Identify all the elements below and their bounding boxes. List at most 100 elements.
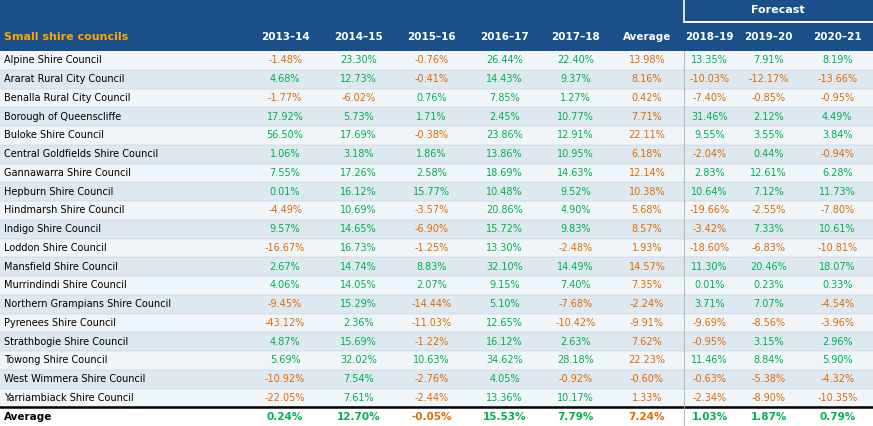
Text: 34.62%: 34.62% bbox=[486, 355, 523, 366]
Text: 2015–16: 2015–16 bbox=[407, 32, 456, 42]
Text: 3.15%: 3.15% bbox=[753, 337, 784, 347]
Text: 8.19%: 8.19% bbox=[822, 55, 852, 66]
Text: -0.95%: -0.95% bbox=[820, 93, 855, 103]
Text: 6.28%: 6.28% bbox=[821, 168, 853, 178]
Text: 2018–19: 2018–19 bbox=[685, 32, 734, 42]
Text: 12.65%: 12.65% bbox=[486, 318, 523, 328]
Text: -2.34%: -2.34% bbox=[692, 393, 727, 403]
Text: -5.38%: -5.38% bbox=[752, 374, 786, 384]
Text: -2.04%: -2.04% bbox=[692, 149, 727, 159]
Text: 2016–17: 2016–17 bbox=[480, 32, 529, 42]
Text: 16.12%: 16.12% bbox=[340, 187, 377, 197]
Text: Hindmarsh Shire Council: Hindmarsh Shire Council bbox=[4, 205, 125, 216]
Text: 2020–21: 2020–21 bbox=[813, 32, 862, 42]
Text: -9.45%: -9.45% bbox=[268, 299, 302, 309]
Text: 1.87%: 1.87% bbox=[751, 412, 787, 422]
Bar bbox=[0, 22, 873, 51]
Text: 12.14%: 12.14% bbox=[629, 168, 665, 178]
Text: 7.07%: 7.07% bbox=[753, 299, 784, 309]
Bar bbox=[0, 126, 873, 145]
Text: 1.06%: 1.06% bbox=[270, 149, 300, 159]
Bar bbox=[0, 164, 873, 182]
Text: -10.42%: -10.42% bbox=[555, 318, 596, 328]
Text: 0.44%: 0.44% bbox=[753, 149, 784, 159]
Text: 5.10%: 5.10% bbox=[489, 299, 520, 309]
Text: Loddon Shire Council: Loddon Shire Council bbox=[4, 243, 107, 253]
Text: Yarriambiack Shire Council: Yarriambiack Shire Council bbox=[4, 393, 134, 403]
Text: 10.77%: 10.77% bbox=[557, 112, 595, 122]
Text: 10.38%: 10.38% bbox=[629, 187, 665, 197]
Text: 2013–14: 2013–14 bbox=[261, 32, 309, 42]
Text: 2.12%: 2.12% bbox=[753, 112, 784, 122]
Text: West Wimmera Shire Council: West Wimmera Shire Council bbox=[4, 374, 146, 384]
Text: -4.32%: -4.32% bbox=[820, 374, 855, 384]
Text: 4.06%: 4.06% bbox=[270, 280, 300, 291]
Text: Strathbogie Shire Council: Strathbogie Shire Council bbox=[4, 337, 128, 347]
Text: -6.83%: -6.83% bbox=[752, 243, 786, 253]
Text: Borough of Queenscliffe: Borough of Queenscliffe bbox=[4, 112, 121, 122]
Text: 10.48%: 10.48% bbox=[486, 187, 523, 197]
Text: -0.85%: -0.85% bbox=[752, 93, 786, 103]
Text: 2.58%: 2.58% bbox=[416, 168, 447, 178]
Text: 7.61%: 7.61% bbox=[343, 393, 374, 403]
Text: Hepburn Shire Council: Hepburn Shire Council bbox=[4, 187, 113, 197]
Text: 13.86%: 13.86% bbox=[486, 149, 523, 159]
Text: 11.73%: 11.73% bbox=[819, 187, 856, 197]
Text: -10.35%: -10.35% bbox=[817, 393, 857, 403]
Text: 7.85%: 7.85% bbox=[489, 93, 520, 103]
Text: 3.84%: 3.84% bbox=[822, 130, 852, 141]
Text: 7.35%: 7.35% bbox=[631, 280, 663, 291]
Text: 0.01%: 0.01% bbox=[270, 187, 300, 197]
Text: -9.69%: -9.69% bbox=[693, 318, 726, 328]
Bar bbox=[0, 0, 873, 22]
Text: 2017–18: 2017–18 bbox=[552, 32, 600, 42]
Text: 9.57%: 9.57% bbox=[270, 224, 300, 234]
Text: 2.07%: 2.07% bbox=[416, 280, 447, 291]
Text: 12.61%: 12.61% bbox=[750, 168, 787, 178]
Bar bbox=[0, 239, 873, 257]
Bar bbox=[0, 201, 873, 220]
Text: 7.40%: 7.40% bbox=[560, 280, 591, 291]
Text: 13.36%: 13.36% bbox=[486, 393, 523, 403]
Text: 5.90%: 5.90% bbox=[821, 355, 853, 366]
Text: Average: Average bbox=[4, 412, 52, 422]
Text: 14.63%: 14.63% bbox=[558, 168, 594, 178]
Text: 12.70%: 12.70% bbox=[337, 412, 380, 422]
Text: 15.72%: 15.72% bbox=[486, 224, 523, 234]
Bar bbox=[0, 107, 873, 126]
Text: -7.68%: -7.68% bbox=[559, 299, 593, 309]
Text: 4.49%: 4.49% bbox=[822, 112, 852, 122]
Text: 7.55%: 7.55% bbox=[270, 168, 300, 178]
Text: 9.83%: 9.83% bbox=[560, 224, 591, 234]
Text: 4.90%: 4.90% bbox=[560, 205, 591, 216]
Text: -1.25%: -1.25% bbox=[414, 243, 449, 253]
Text: 10.17%: 10.17% bbox=[557, 393, 595, 403]
Bar bbox=[0, 370, 873, 389]
Text: -13.66%: -13.66% bbox=[817, 74, 857, 84]
Text: 16.73%: 16.73% bbox=[340, 243, 377, 253]
Bar bbox=[0, 351, 873, 370]
Text: -16.67%: -16.67% bbox=[265, 243, 306, 253]
Text: -0.60%: -0.60% bbox=[630, 374, 663, 384]
Text: 9.37%: 9.37% bbox=[560, 74, 591, 84]
Text: 22.23%: 22.23% bbox=[629, 355, 665, 366]
Text: 23.30%: 23.30% bbox=[340, 55, 377, 66]
Text: 0.76%: 0.76% bbox=[416, 93, 447, 103]
Text: 8.16%: 8.16% bbox=[632, 74, 662, 84]
Text: -10.03%: -10.03% bbox=[690, 74, 730, 84]
Text: 4.87%: 4.87% bbox=[270, 337, 300, 347]
Bar bbox=[0, 70, 873, 89]
Text: 22.40%: 22.40% bbox=[557, 55, 595, 66]
Text: 0.33%: 0.33% bbox=[822, 280, 852, 291]
Text: -18.60%: -18.60% bbox=[690, 243, 730, 253]
Text: 15.77%: 15.77% bbox=[413, 187, 450, 197]
Bar bbox=[0, 389, 873, 407]
Text: Alpine Shire Council: Alpine Shire Council bbox=[4, 55, 102, 66]
Text: 0.42%: 0.42% bbox=[631, 93, 663, 103]
Text: Northern Grampians Shire Council: Northern Grampians Shire Council bbox=[4, 299, 171, 309]
Text: 2019–20: 2019–20 bbox=[745, 32, 793, 42]
Text: -2.55%: -2.55% bbox=[752, 205, 786, 216]
Text: Indigo Shire Council: Indigo Shire Council bbox=[4, 224, 101, 234]
Text: -1.77%: -1.77% bbox=[268, 93, 302, 103]
Text: -14.44%: -14.44% bbox=[411, 299, 451, 309]
